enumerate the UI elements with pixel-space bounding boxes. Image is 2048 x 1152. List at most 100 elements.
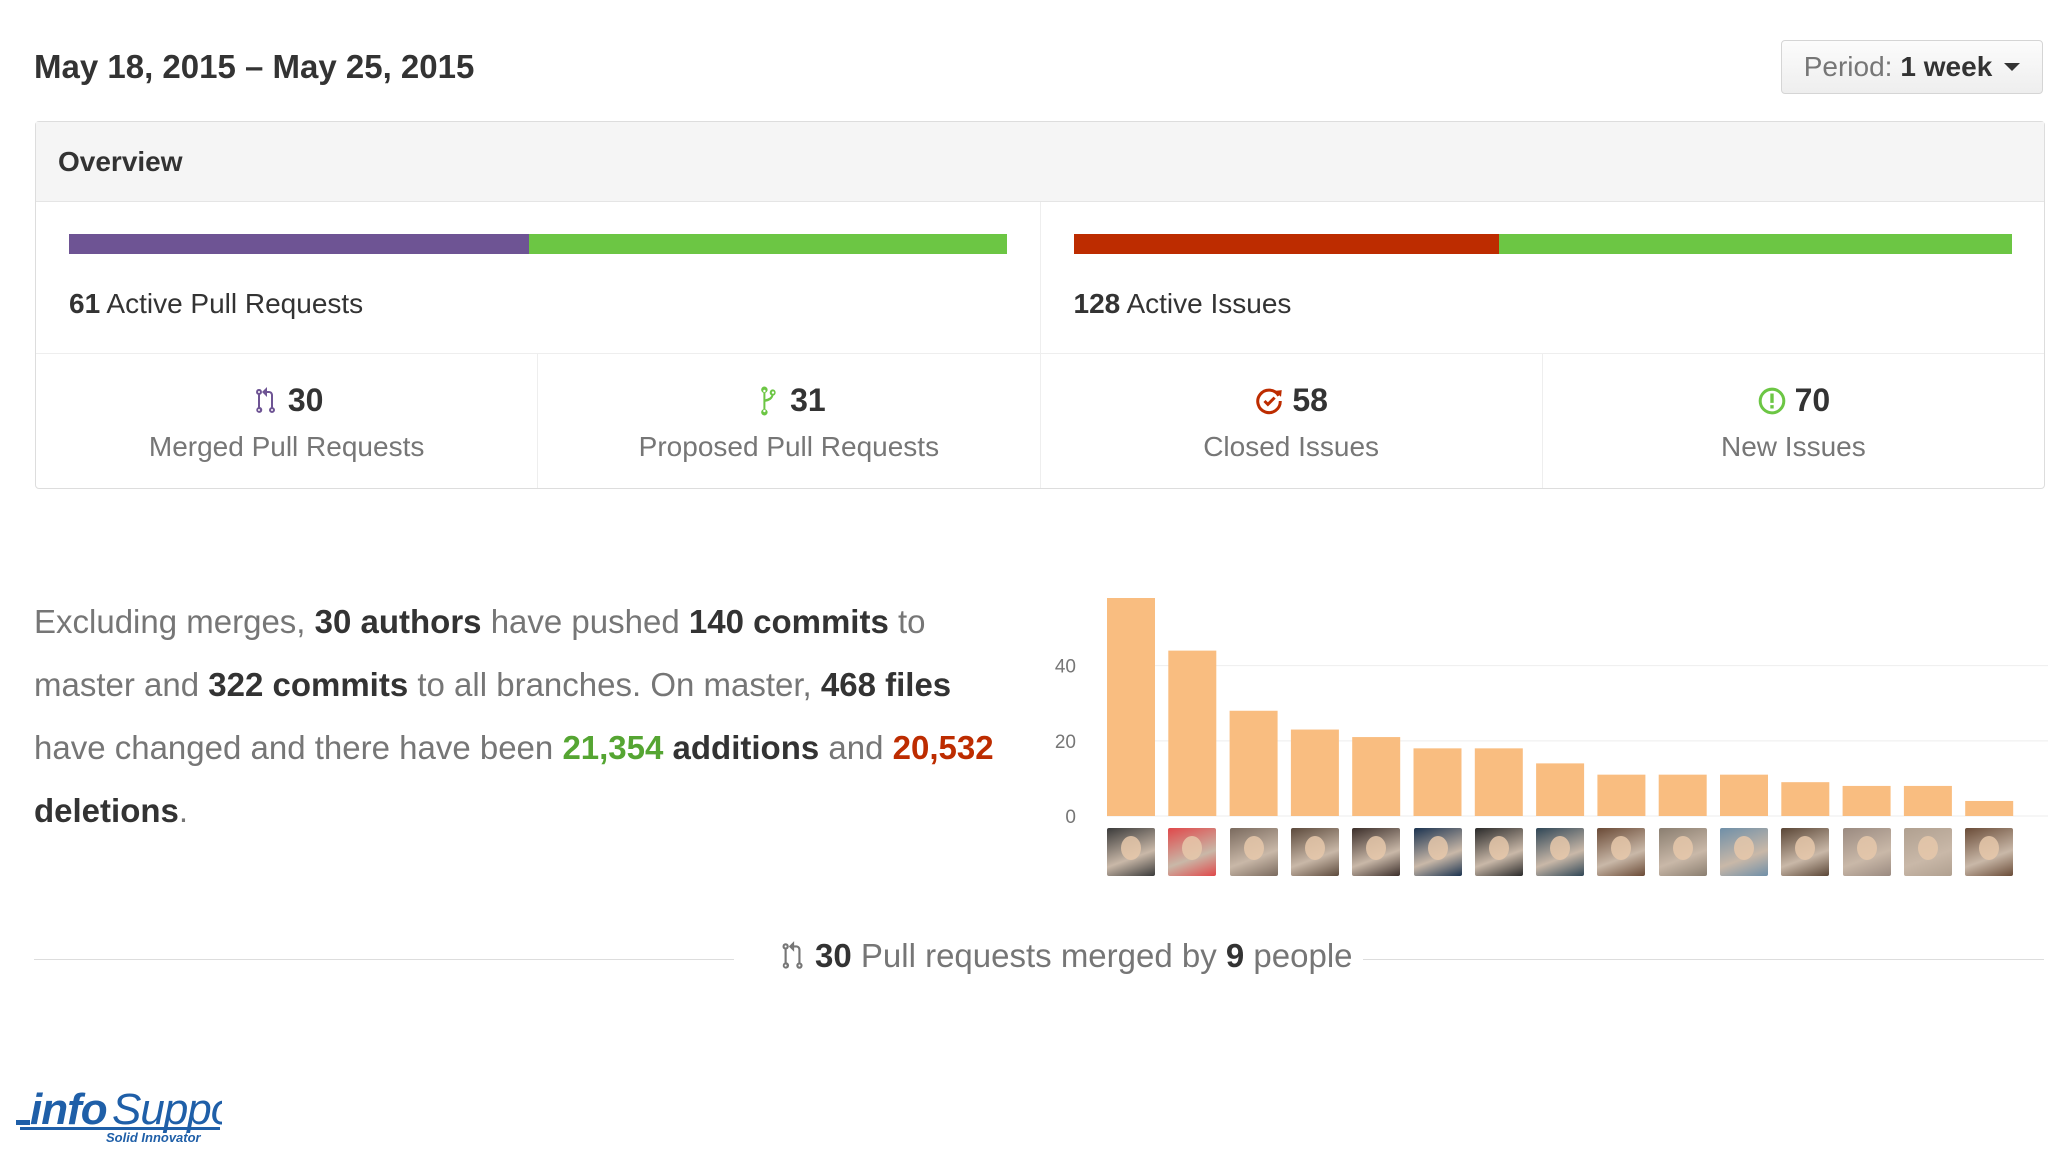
contributor-avatar-icon[interactable] xyxy=(1229,828,1278,876)
avatar-face xyxy=(1182,836,1203,860)
contributor-avatar-icon[interactable] xyxy=(1352,828,1401,876)
contributor-avatar-icon[interactable] xyxy=(1842,828,1891,876)
svg-text:info: info xyxy=(30,1085,107,1134)
avatar-face xyxy=(1795,836,1816,860)
stat-new-issues[interactable]: 70 New Issues xyxy=(1541,354,2044,488)
contributor-avatar-icon[interactable] xyxy=(1474,828,1523,876)
summary-text: to all branches. On master, xyxy=(408,666,821,703)
overview-panel: Overview 61 Active Pull Requests 128 Act… xyxy=(35,121,2045,489)
chart-bar[interactable] xyxy=(1107,598,1155,816)
y-tick-label: 40 xyxy=(1055,657,1076,678)
chart-bar[interactable] xyxy=(1474,748,1523,816)
merged-pull-requests-count: 30 xyxy=(287,382,324,418)
avatar-face xyxy=(1672,836,1693,860)
svg-text:Support: Support xyxy=(112,1085,222,1134)
contributor-avatar-icon[interactable] xyxy=(1536,828,1585,876)
chart-bar[interactable] xyxy=(1781,782,1830,816)
active-pull-requests-count: 61 xyxy=(69,288,101,319)
merged-summary[interactable]: 30 Pull requests merged by 9 people xyxy=(769,937,1363,975)
avatar-face xyxy=(1611,836,1632,860)
avatar-face xyxy=(1550,836,1571,860)
chart-bar[interactable] xyxy=(1842,785,1891,816)
contributor-avatar-icon[interactable] xyxy=(1107,828,1155,876)
date-range-title: May 18, 2015 – May 25, 2015 xyxy=(34,48,475,85)
new-issues-segment xyxy=(1498,234,2012,254)
overview-summary-row: 61 Active Pull Requests 128 Active Issue… xyxy=(36,202,2044,354)
additions-count: 21,354 xyxy=(562,729,664,766)
closed-issues-count: 58 xyxy=(1292,382,1328,418)
active-issues-summary[interactable]: 128 Active Issues xyxy=(1039,202,2045,353)
commits-per-author-chart: 0 20 40 xyxy=(1055,598,2048,828)
active-pull-requests-summary[interactable]: 61 Active Pull Requests xyxy=(36,202,1040,353)
merged-text-end: people xyxy=(1244,937,1353,974)
contributor-avatar-icon[interactable] xyxy=(1168,828,1217,876)
avatar-face xyxy=(1121,836,1141,860)
divider-right xyxy=(1354,959,2044,960)
chart-bar[interactable] xyxy=(1965,800,2014,816)
new-issues-count: 70 xyxy=(1794,382,1831,418)
proposed-pr-segment xyxy=(528,234,1008,254)
divider-left xyxy=(34,959,734,960)
contributor-avatar-icon[interactable] xyxy=(1290,828,1339,876)
active-pull-requests-label: 61 Active Pull Requests xyxy=(69,288,1008,320)
contributor-avatar-icon[interactable] xyxy=(1965,828,2014,876)
chart-bar[interactable] xyxy=(1536,763,1585,816)
chart-bar[interactable] xyxy=(1658,774,1707,816)
chart-bar[interactable] xyxy=(1168,650,1217,816)
merged-count: 30 xyxy=(815,937,852,974)
chart-bar[interactable] xyxy=(1352,737,1401,816)
contributor-avatar-icon[interactable] xyxy=(1658,828,1707,876)
git-pull-request-icon xyxy=(761,386,776,415)
proposed-pull-requests-count: 31 xyxy=(790,382,826,418)
period-dropdown-button[interactable]: Period: 1 week xyxy=(1781,40,2043,94)
chart-bar[interactable] xyxy=(1720,774,1768,816)
avatar-face xyxy=(1488,836,1509,860)
avatar-face xyxy=(1243,836,1264,860)
authors-count: 30 authors xyxy=(314,603,482,640)
contributor-avatar-icon[interactable] xyxy=(1413,828,1462,876)
stat-proposed-pull-requests[interactable]: 31 Proposed Pull Requests xyxy=(537,354,1039,488)
avatar-face xyxy=(1366,836,1387,860)
all-commits-count: 322 commits xyxy=(208,666,409,703)
contributor-avatar-icon[interactable] xyxy=(1903,828,1952,876)
git-merge-icon xyxy=(782,941,803,969)
closed-issues-segment xyxy=(1073,234,1499,254)
summary-text: . xyxy=(178,792,189,829)
merged-text: Pull requests merged by xyxy=(851,937,1226,974)
contributor-avatar-icon[interactable] xyxy=(1597,828,1646,876)
chart-bar[interactable] xyxy=(1290,729,1339,816)
master-commits-count: 140 commits xyxy=(688,603,889,640)
issue-closed-icon xyxy=(1256,388,1283,414)
active-issues-count: 128 xyxy=(1073,288,1121,319)
avatar-face xyxy=(1304,836,1325,860)
summary-text: and xyxy=(819,729,893,766)
pull-requests-ratio-bar xyxy=(69,234,1008,254)
chart-bar[interactable] xyxy=(1597,774,1646,816)
active-issues-label: 128 Active Issues xyxy=(1074,288,2013,320)
y-tick-label: 20 xyxy=(1055,732,1076,753)
summary-text: to master and xyxy=(34,603,926,703)
deletions-count: 20,532 xyxy=(892,729,994,766)
avatar-face xyxy=(1979,836,2000,860)
chart-bar[interactable] xyxy=(1413,748,1462,816)
issues-ratio-bar xyxy=(1073,234,2013,254)
overview-title: Overview xyxy=(58,145,183,177)
period-value: 1 week xyxy=(1900,51,1993,82)
chart-bar[interactable] xyxy=(1903,785,1952,816)
contributor-avatar-icon[interactable] xyxy=(1720,828,1768,876)
contributor-avatar-icon[interactable] xyxy=(1781,828,1830,876)
merged-people-count: 9 xyxy=(1225,937,1245,974)
stat-closed-issues[interactable]: 58 Closed Issues xyxy=(1039,354,1542,488)
proposed-pull-requests-label: Proposed Pull Requests xyxy=(638,431,940,462)
summary-text: have changed and there have been xyxy=(34,729,563,766)
avatar-face xyxy=(1427,836,1448,860)
merged-pr-segment xyxy=(69,234,529,254)
files-changed-count: 468 files xyxy=(820,666,952,703)
git-merge-icon xyxy=(255,386,275,413)
chart-bar[interactable] xyxy=(1229,710,1278,816)
stat-merged-pull-requests[interactable]: 30 Merged Pull Requests xyxy=(36,354,537,488)
merged-pull-requests-label: Merged Pull Requests xyxy=(148,431,425,462)
active-issues-text: Active Issues xyxy=(1126,288,1292,319)
summary-text: have pushed xyxy=(481,603,689,640)
closed-issues-label: Closed Issues xyxy=(1203,431,1380,462)
